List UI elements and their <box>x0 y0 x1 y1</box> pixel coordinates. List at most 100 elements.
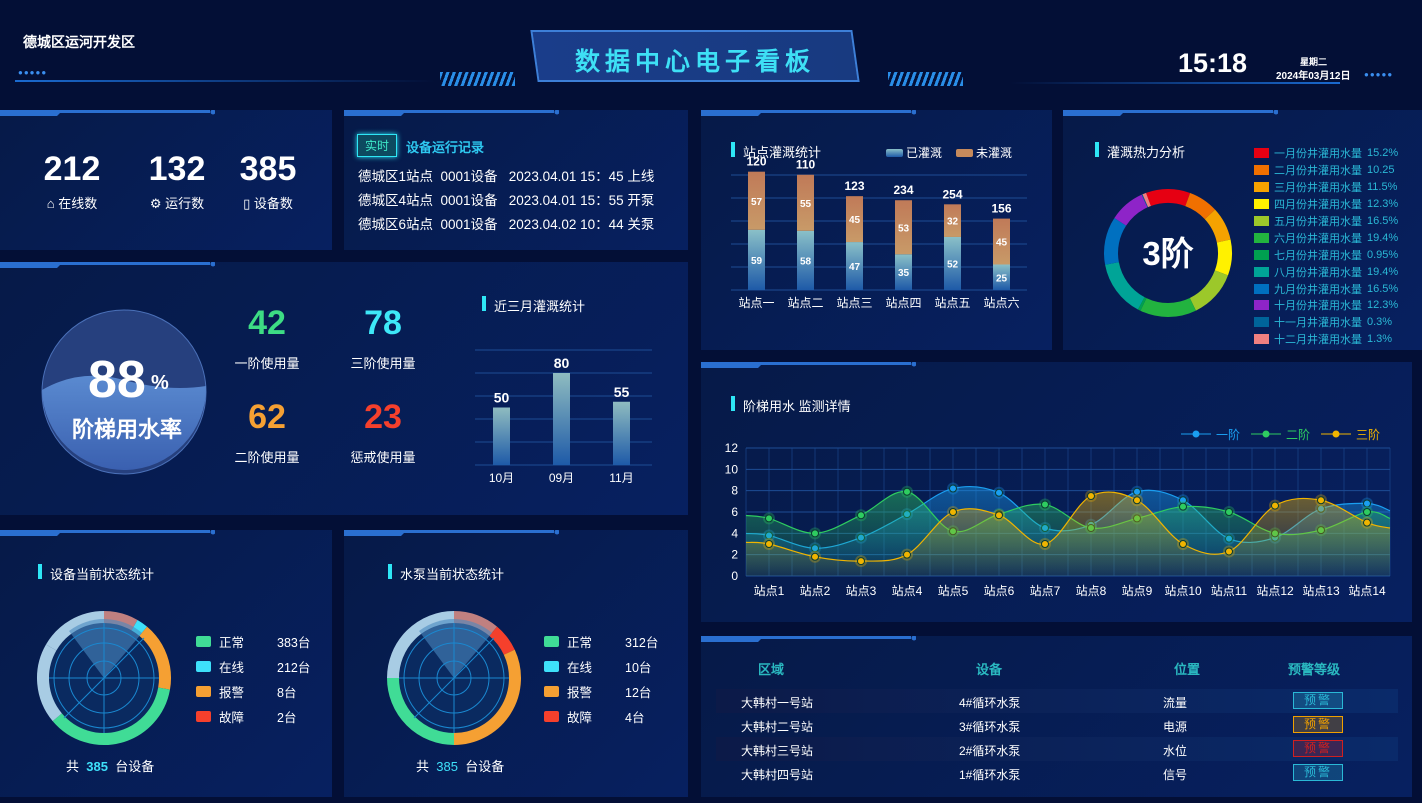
legend-label: 四月份井灌用水量 <box>1274 199 1362 212</box>
panel-decoration <box>0 110 215 116</box>
bar-segment <box>944 204 961 237</box>
legend-label: 三月份井灌用水量 <box>1274 182 1362 195</box>
realtime-badge: 实时 <box>357 134 398 157</box>
legend-swatch <box>1254 216 1269 226</box>
bar <box>553 373 570 465</box>
monitor-chart-title: 阶梯用水 监测详情 <box>731 396 851 415</box>
data-point <box>903 550 911 559</box>
radar-axis <box>413 637 495 719</box>
cell-position: 流量 <box>1163 696 1188 710</box>
donut-slice <box>1184 192 1216 220</box>
stat-label-row: ⚙ 运行数 <box>117 193 237 212</box>
legend-label: 十一月井灌用水量 <box>1274 317 1362 330</box>
usage-label: 一阶使用量 <box>234 356 300 371</box>
status-arc <box>103 611 138 631</box>
data-point <box>1133 487 1141 496</box>
heat-chart-title: 灌溉热力分析 <box>1095 142 1185 161</box>
legend-swatch <box>1254 199 1269 210</box>
table-row[interactable]: 大韩村一号站 4#循环水泵 流量 预警 <box>716 689 1398 713</box>
data-label: 50 <box>494 390 510 406</box>
data-point <box>811 552 819 561</box>
legend-item: 十二月井灌用水量 1.3% <box>1254 331 1398 348</box>
legend-item: 五月份井灌用水量 16.5% <box>1254 213 1398 230</box>
legend-value: 4台 <box>625 711 645 725</box>
legend-label: 在线 <box>219 661 245 675</box>
data-point <box>1363 508 1371 516</box>
x-tick-label: 站点5 <box>938 584 969 598</box>
device-status-legend: 正常 383台 在线 212台 报警 8台 故障 2台 <box>196 629 310 729</box>
warning-level-badge: 预警 <box>1293 692 1343 709</box>
usage-label: 二阶使用量 <box>234 450 300 465</box>
pump-status-legend: 正常 312台 在线 10台 报警 12台 故障 4台 <box>544 629 658 729</box>
legend-item: 一月份井灌用水量 15.2% <box>1254 145 1398 162</box>
legend-label: 二月份井灌用水量 <box>1274 165 1362 178</box>
legend-label: 七月份井灌用水量 <box>1274 249 1362 262</box>
legend-label: 二阶 <box>1286 428 1310 442</box>
status-arc <box>387 611 455 679</box>
station-chart-title: 站点灌溉统计 <box>731 142 821 161</box>
legend-swatch <box>196 661 211 672</box>
x-tick-label: 站点10 <box>1164 584 1202 598</box>
status-arc <box>453 649 521 745</box>
tick-label: 站点一 <box>738 296 774 310</box>
stat-value: 132 <box>148 150 206 188</box>
data-point <box>1179 540 1187 548</box>
legend-label: 已灌溉 <box>906 146 942 160</box>
legend-value: 0.3% <box>1367 316 1393 329</box>
total-value: 385 <box>86 759 108 774</box>
data-label: 55 <box>800 199 812 210</box>
y-tick-label: 4 <box>731 526 738 540</box>
legend-item: 二月份井灌用水量 10.25 <box>1254 162 1398 179</box>
cell-area: 大韩村四号站 <box>741 768 814 782</box>
stat-value: 212 <box>43 150 101 188</box>
y-tick-label: 0 <box>731 569 738 583</box>
legend-swatch <box>544 711 559 722</box>
status-arc <box>45 611 105 651</box>
legend-value: 1.3% <box>1367 333 1393 346</box>
legend-value: 10.25 <box>1367 164 1395 177</box>
water-rate-label: 阶梯用水率 <box>72 417 183 442</box>
data-point <box>1179 502 1187 511</box>
table-row[interactable]: 大韩村三号站 2#循环水泵 水位 预警 <box>716 737 1398 761</box>
donut-slice <box>1214 239 1232 276</box>
cell-device: 3#循环水泵 <box>959 720 1021 734</box>
usage-value: 62 <box>248 398 286 436</box>
column-header: 位置 <box>1174 662 1201 677</box>
bar-segment <box>993 264 1010 290</box>
warning-level-badge: 预警 <box>1293 764 1343 781</box>
legend-swatch <box>196 636 211 647</box>
cell-position: 信号 <box>1163 768 1188 782</box>
records-list: 德城区1站点 0001设备 2023.04.01 15：45 上线 德城区4站点… <box>358 165 654 237</box>
data-label: 59 <box>751 256 763 267</box>
bar-segment <box>846 242 863 290</box>
table-row[interactable]: 大韩村四号站 1#循环水泵 信号 预警 <box>716 761 1398 785</box>
legend-label: 故障 <box>219 711 245 725</box>
legend-item: 十月份井灌用水量 12.3% <box>1254 297 1398 314</box>
legend-label: 正常 <box>219 636 245 650</box>
stat-value: 385 <box>239 150 297 188</box>
legend-swatch <box>544 686 559 697</box>
monitor-panel: 阶梯用水 监测详情 0 2 4 6 8 10 12 站点1 站点2 站点3 站点4 站点5 站点6 站点7… <box>701 362 1412 622</box>
bar-segment <box>797 230 814 290</box>
status-arc <box>131 619 148 636</box>
data-point <box>857 557 865 566</box>
data-label: 53 <box>898 223 910 234</box>
monthly-bar-chart: 50 10月 80 09月 55 11月 <box>475 349 652 485</box>
legend-label: 故障 <box>567 711 593 725</box>
bar-segment <box>748 171 765 230</box>
bar-segment <box>993 218 1010 265</box>
header-line-left <box>15 80 435 82</box>
column-header: 区域 <box>758 662 785 677</box>
legend-item: 正常 312台 <box>544 629 658 654</box>
legend-value: 12.3% <box>1367 299 1399 312</box>
pump-total: 共 385 台设备 <box>416 756 504 775</box>
table-row[interactable]: 大韩村二号站 3#循环水泵 电源 预警 <box>716 713 1398 737</box>
pump-status-radar-chart <box>387 611 521 745</box>
legend-label: 八月份井灌用水量 <box>1274 266 1362 279</box>
center-label: 3阶 <box>1142 235 1193 272</box>
data-label: 35 <box>898 268 910 279</box>
panel-decoration <box>701 362 916 368</box>
record-row: 德城区4站点 0001设备 2023.04.01 15：55 开泵 <box>358 193 655 208</box>
data-point <box>903 487 911 496</box>
data-point <box>1271 501 1279 510</box>
